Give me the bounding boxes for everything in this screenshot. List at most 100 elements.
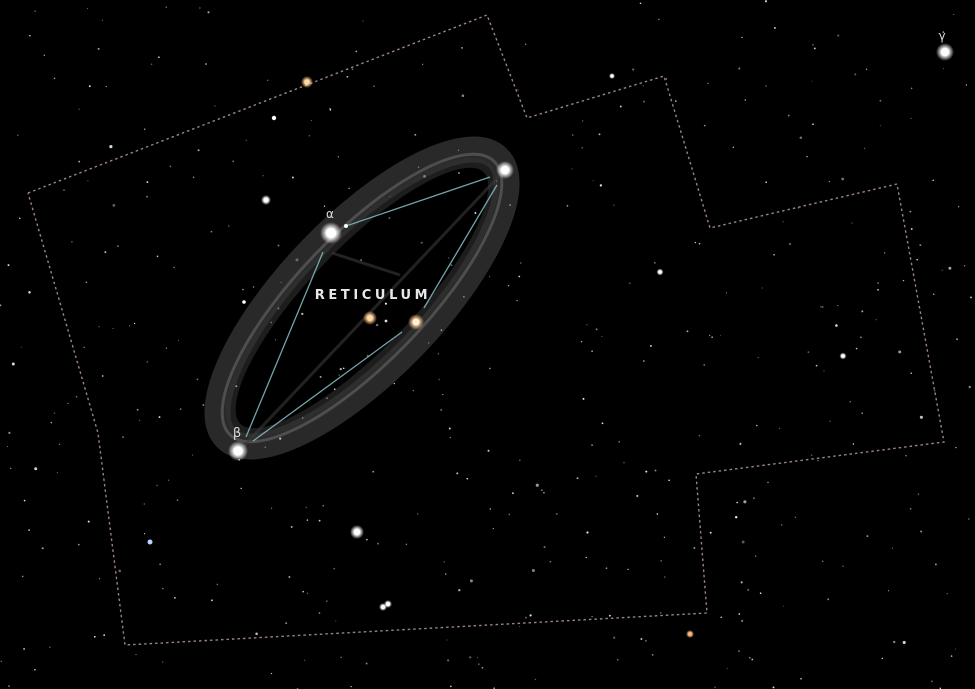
background-star — [549, 560, 552, 563]
background-star — [813, 47, 816, 50]
background-star — [199, 7, 201, 9]
background-star — [535, 483, 539, 487]
background-star — [117, 245, 119, 247]
background-star — [772, 686, 775, 689]
background-star — [143, 533, 146, 535]
background-star — [711, 336, 713, 338]
background-star — [592, 180, 594, 182]
background-star — [954, 648, 957, 650]
background-star — [507, 284, 510, 287]
background-star — [136, 408, 139, 411]
background-star — [133, 322, 136, 325]
background-star — [827, 598, 830, 601]
background-star — [910, 228, 913, 230]
background-star — [197, 149, 200, 152]
background-star — [632, 68, 635, 71]
background-star — [375, 323, 379, 327]
background-star — [955, 446, 957, 449]
background-star — [948, 266, 952, 270]
background-star — [851, 222, 853, 224]
background-star — [864, 147, 866, 149]
background-star — [787, 114, 790, 117]
background-star — [660, 559, 662, 562]
background-star — [41, 547, 44, 550]
background-star — [58, 443, 61, 445]
background-star — [101, 19, 103, 21]
background-star — [477, 657, 479, 659]
line-beta-alpha — [245, 251, 324, 438]
background-star — [511, 492, 514, 495]
background-star — [821, 306, 824, 309]
background-star — [165, 347, 167, 349]
background-star — [310, 120, 312, 122]
background-star — [34, 10, 36, 12]
background-star — [440, 409, 443, 411]
background-star — [271, 507, 273, 509]
star-label-alpha: α — [326, 207, 334, 221]
constellation-art — [204, 136, 520, 460]
background-star — [291, 176, 294, 179]
background-star — [143, 128, 146, 130]
background-star — [8, 431, 11, 434]
background-star — [318, 519, 321, 522]
background-star — [351, 68, 354, 71]
background-star — [953, 13, 955, 16]
background-star — [628, 282, 631, 285]
background-star — [965, 84, 968, 86]
background-star — [235, 385, 238, 388]
background-star — [450, 264, 453, 267]
background-star — [794, 516, 796, 518]
background-star — [7, 264, 10, 267]
background-star — [877, 282, 879, 284]
background-star — [456, 472, 459, 475]
background-star — [389, 195, 391, 198]
constellation-stars — [228, 161, 514, 461]
background-star — [823, 370, 825, 372]
background-star — [917, 493, 920, 495]
background-star — [800, 677, 802, 680]
background-star — [469, 579, 473, 583]
background-star — [28, 529, 30, 531]
background-star — [773, 253, 775, 256]
constellation-name: RETICULUM — [315, 288, 431, 303]
background-star — [812, 123, 814, 126]
star-label-beta: β — [233, 426, 241, 441]
background-star — [437, 352, 440, 355]
background-star — [817, 459, 819, 462]
background-star — [214, 105, 216, 107]
line-iota-beta — [252, 331, 403, 442]
background-star — [446, 639, 448, 641]
background-star — [295, 258, 299, 262]
background-star — [773, 26, 776, 29]
background-star — [585, 556, 587, 559]
background-star — [599, 184, 603, 187]
background-star — [656, 513, 659, 515]
background-star — [346, 75, 349, 78]
background-star — [674, 100, 677, 102]
background-star — [765, 181, 767, 183]
background-star — [942, 31, 945, 33]
background-star — [49, 646, 51, 649]
background-star — [902, 640, 906, 645]
background-star — [516, 299, 518, 302]
background-star — [428, 342, 430, 344]
background-star — [888, 590, 890, 592]
background-star — [919, 415, 923, 419]
background-star — [348, 187, 350, 189]
background-star — [743, 500, 747, 504]
background-star — [811, 80, 813, 82]
background-star — [474, 212, 477, 214]
background-star — [613, 204, 615, 206]
background-star — [531, 569, 535, 572]
background-star — [749, 656, 751, 659]
background-star — [767, 481, 769, 484]
background-star — [306, 519, 309, 521]
background-star — [99, 578, 101, 580]
background-star — [576, 477, 579, 480]
background-star — [963, 265, 966, 267]
background-star — [828, 181, 830, 183]
background-star — [202, 404, 205, 406]
background-star — [63, 189, 65, 192]
background-star — [338, 374, 340, 376]
